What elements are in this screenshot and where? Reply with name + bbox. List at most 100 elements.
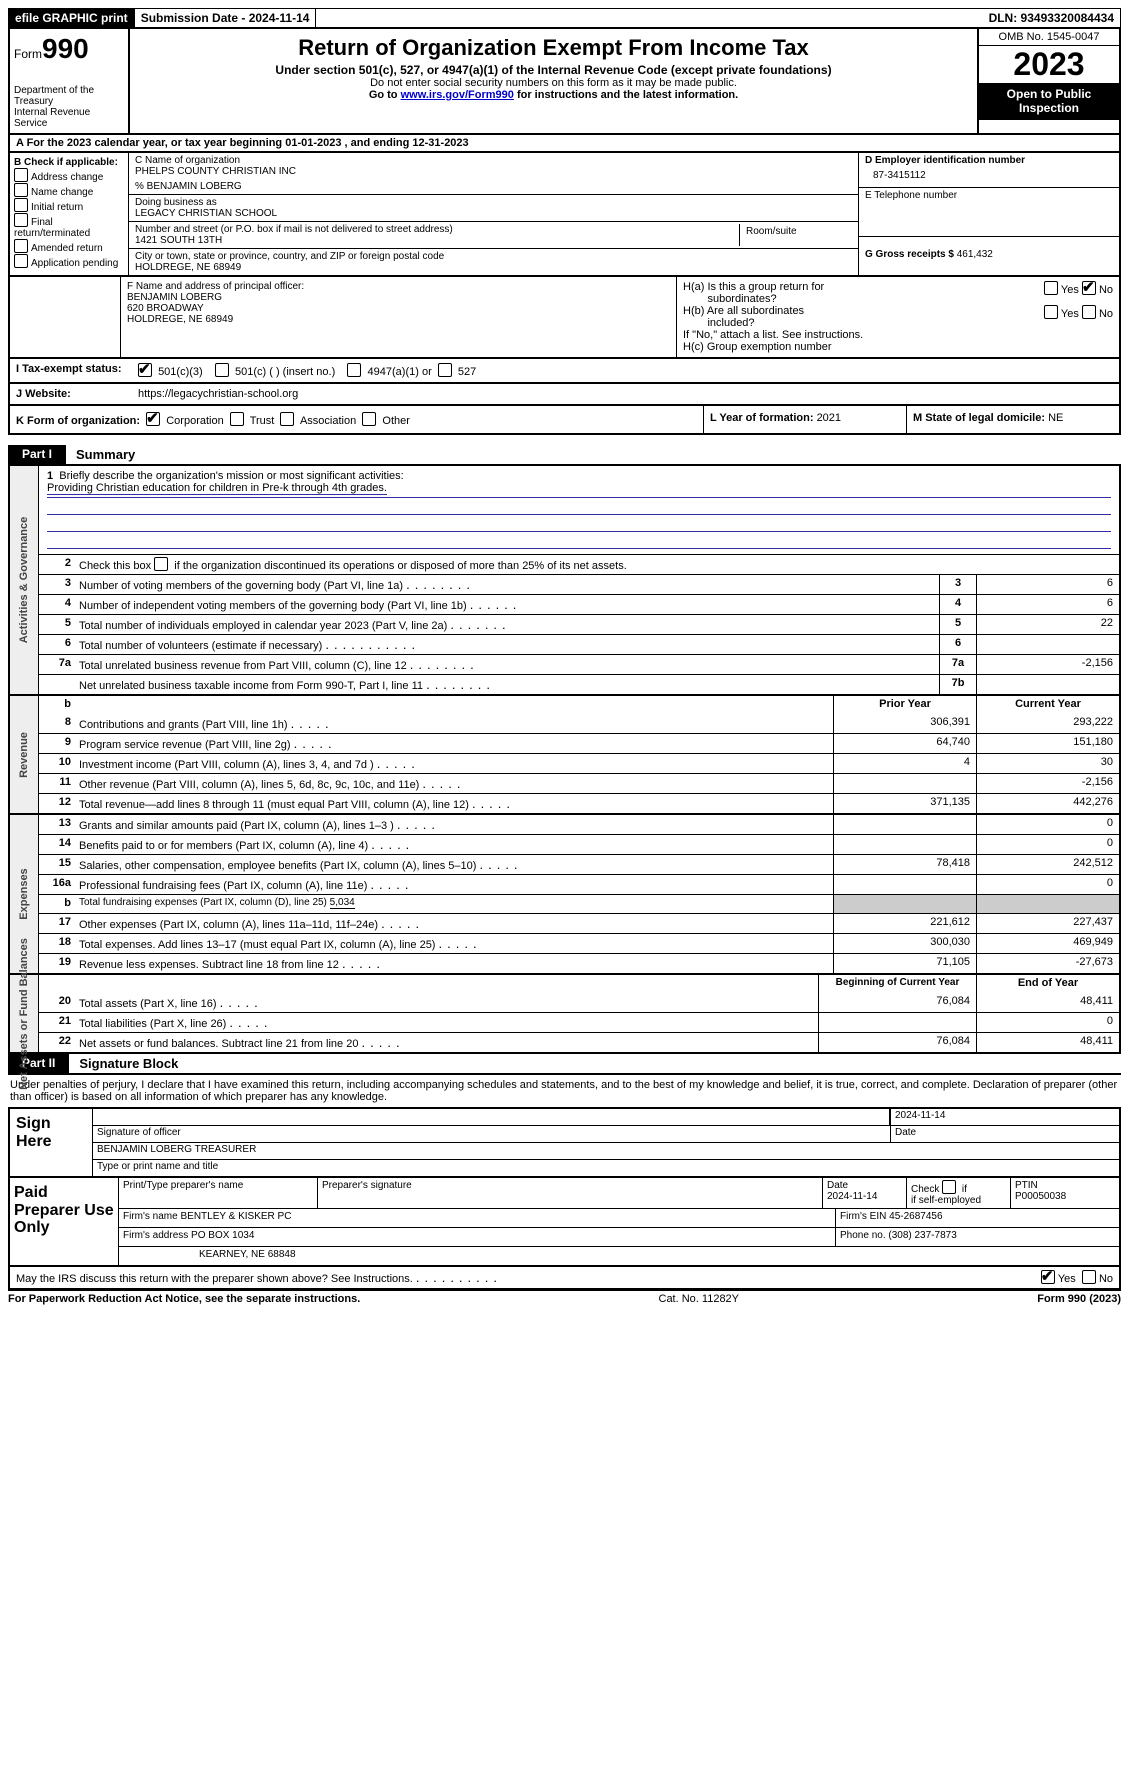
chk-final-return[interactable]: Final return/terminated <box>14 213 124 239</box>
part2-title: Signature Block <box>69 1054 188 1073</box>
row-l-label: L Year of formation: <box>710 412 817 424</box>
org-name-label: C Name of organization <box>135 155 852 166</box>
chk-discontinued[interactable] <box>154 557 168 571</box>
chk-501c[interactable] <box>215 363 229 377</box>
top-bar: efile GRAPHIC print Submission Date - 20… <box>8 8 1121 28</box>
vlabel-netassets: Net Assets or Fund Balances <box>10 975 39 1052</box>
hb-note: If "No," attach a list. See instructions… <box>683 329 1113 341</box>
ha-yes-chk[interactable] <box>1044 281 1058 295</box>
dba-value: LEGACY CHRISTIAN SCHOOL <box>135 208 852 219</box>
line-8: 8Contributions and grants (Part VIII, li… <box>39 714 1119 733</box>
discuss-no: No <box>1099 1273 1113 1285</box>
chk-assoc[interactable] <box>280 412 294 426</box>
vlabel-rev-text: Revenue <box>18 732 30 778</box>
footer-mid: Cat. No. 11282Y <box>360 1293 1037 1305</box>
hdr-begin: Beginning of Current Year <box>818 975 976 993</box>
efile-label: efile GRAPHIC print <box>9 9 135 27</box>
officer-city: HOLDREGE, NE 68949 <box>127 314 670 325</box>
form990-link[interactable]: www.irs.gov/Form990 <box>401 89 514 101</box>
summary-netassets: Net Assets or Fund Balances Beginning of… <box>8 975 1121 1054</box>
part2-header: Part II Signature Block <box>8 1054 1121 1075</box>
omb-number: OMB No. 1545-0047 <box>979 29 1119 46</box>
ha-yesno: Yes No <box>1044 281 1113 296</box>
form-title: Return of Organization Exempt From Incom… <box>136 35 971 61</box>
goto-line: Go to www.irs.gov/Form990 for instructio… <box>136 89 971 101</box>
goto-pre: Go to <box>369 89 401 101</box>
chk-lbl: Address change <box>31 172 103 183</box>
block-bcd: B Check if applicable: Address change Na… <box>8 153 1121 277</box>
mission-text: Providing Christian education for childr… <box>47 482 387 495</box>
form-header: Form990 Department of the Treasury Inter… <box>8 28 1121 135</box>
chk-name-change[interactable]: Name change <box>14 183 124 198</box>
room-suite-label: Room/suite <box>740 224 852 246</box>
vlabel-na-text: Net Assets or Fund Balances <box>18 938 30 1090</box>
line-14: 14Benefits paid to or for members (Part … <box>39 834 1119 854</box>
chk-527[interactable] <box>438 363 452 377</box>
chk-application-pending[interactable]: Application pending <box>14 254 124 269</box>
ha-no-chk[interactable] <box>1082 281 1096 295</box>
chk-trust[interactable] <box>230 412 244 426</box>
line-5: 5Total number of individuals employed in… <box>39 614 1119 634</box>
l5-val: 22 <box>976 615 1119 634</box>
submission-date: Submission Date - 2024-11-14 <box>135 9 317 27</box>
discuss-yesno: Yes No <box>1041 1270 1113 1285</box>
gross-cell: G Gross receipts $ 461,432 <box>859 237 1119 269</box>
paid-preparer-label: Paid Preparer Use Only <box>10 1178 119 1265</box>
phone-label: E Telephone number <box>865 190 1113 201</box>
vlabel-gov-text: Activities & Governance <box>18 517 30 644</box>
row-a-tax-year: A For the 2023 calendar year, or tax yea… <box>8 135 1121 153</box>
lbl-corp: Corporation <box>166 415 223 427</box>
l7b-desc: Net unrelated business taxable income fr… <box>79 680 423 692</box>
chk-initial-return[interactable]: Initial return <box>14 198 124 213</box>
l3-desc: Number of voting members of the governin… <box>79 580 403 592</box>
chk-lbl: Name change <box>31 187 93 198</box>
chk-lbl: Initial return <box>31 202 83 213</box>
chk-amended-return[interactable]: Amended return <box>14 239 124 254</box>
dept-treasury: Department of the Treasury <box>14 85 124 107</box>
firm-phone-value: (308) 237-7873 <box>888 1230 956 1241</box>
vlabel-governance: Activities & Governance <box>10 466 39 694</box>
street-cell: Number and street (or P.O. box if mail i… <box>129 222 858 249</box>
hb-no-chk[interactable] <box>1082 305 1096 319</box>
goto-post: for instructions and the latest informat… <box>514 89 738 101</box>
discuss-no-chk[interactable] <box>1082 1270 1096 1284</box>
firm-name-value: BENTLEY & KISKER PC <box>180 1211 291 1222</box>
line-b: bTotal fundraising expenses (Part IX, co… <box>39 894 1119 913</box>
hb-text1: H(b) Are all subordinates <box>683 305 804 317</box>
lbl-501c3: 501(c)(3) <box>158 366 203 378</box>
lbl-assoc: Association <box>300 415 356 427</box>
row-m: M State of legal domicile: NE <box>907 406 1119 433</box>
discuss-row: May the IRS discuss this return with the… <box>8 1267 1121 1290</box>
chk-4947[interactable] <box>347 363 361 377</box>
chk-self-employed[interactable] <box>942 1180 956 1194</box>
ein-value: 87-3415112 <box>865 166 1113 185</box>
chk-501c3[interactable] <box>138 363 152 377</box>
ssn-warning: Do not enter social security numbers on … <box>136 77 971 89</box>
col-c: C Name of organization PHELPS COUNTY CHR… <box>129 153 859 275</box>
chk-corp[interactable] <box>146 412 160 426</box>
line-15: 15Salaries, other compensation, employee… <box>39 854 1119 874</box>
lbl-527: 527 <box>458 366 476 378</box>
form-num: 990 <box>42 33 89 64</box>
chk-other[interactable] <box>362 412 376 426</box>
firm-name-label: Firm's name <box>123 1211 180 1222</box>
paid-preparer-block: Paid Preparer Use Only Print/Type prepar… <box>8 1178 1121 1267</box>
dotleader: ...... <box>470 597 522 612</box>
line-21: 21Total liabilities (Part X, line 26) ..… <box>39 1012 1119 1032</box>
firm-addr2: KEARNEY, NE 68848 <box>119 1247 1119 1265</box>
fh-left-blank <box>10 277 121 357</box>
mission-block: 1 Briefly describe the organization's mi… <box>39 466 1119 554</box>
hb-yes-chk[interactable] <box>1044 305 1058 319</box>
hdr-curr: Current Year <box>976 696 1119 714</box>
row-a-pre: A For the 2023 calendar year, or tax yea… <box>16 137 285 149</box>
chk-address-change[interactable]: Address change <box>14 168 124 183</box>
l7a-desc: Total unrelated business revenue from Pa… <box>79 660 407 672</box>
dotleader: ........ <box>410 657 479 672</box>
discuss-yes-chk[interactable] <box>1041 1270 1055 1284</box>
signature-intro: Under penalties of perjury, I declare th… <box>8 1075 1121 1108</box>
discuss-yes: Yes <box>1058 1273 1076 1285</box>
ptin-value: P00050038 <box>1015 1191 1066 1202</box>
part1-tag: Part I <box>8 445 66 464</box>
part1-title: Summary <box>66 445 145 464</box>
firm-ein-label: Firm's EIN <box>840 1211 889 1222</box>
